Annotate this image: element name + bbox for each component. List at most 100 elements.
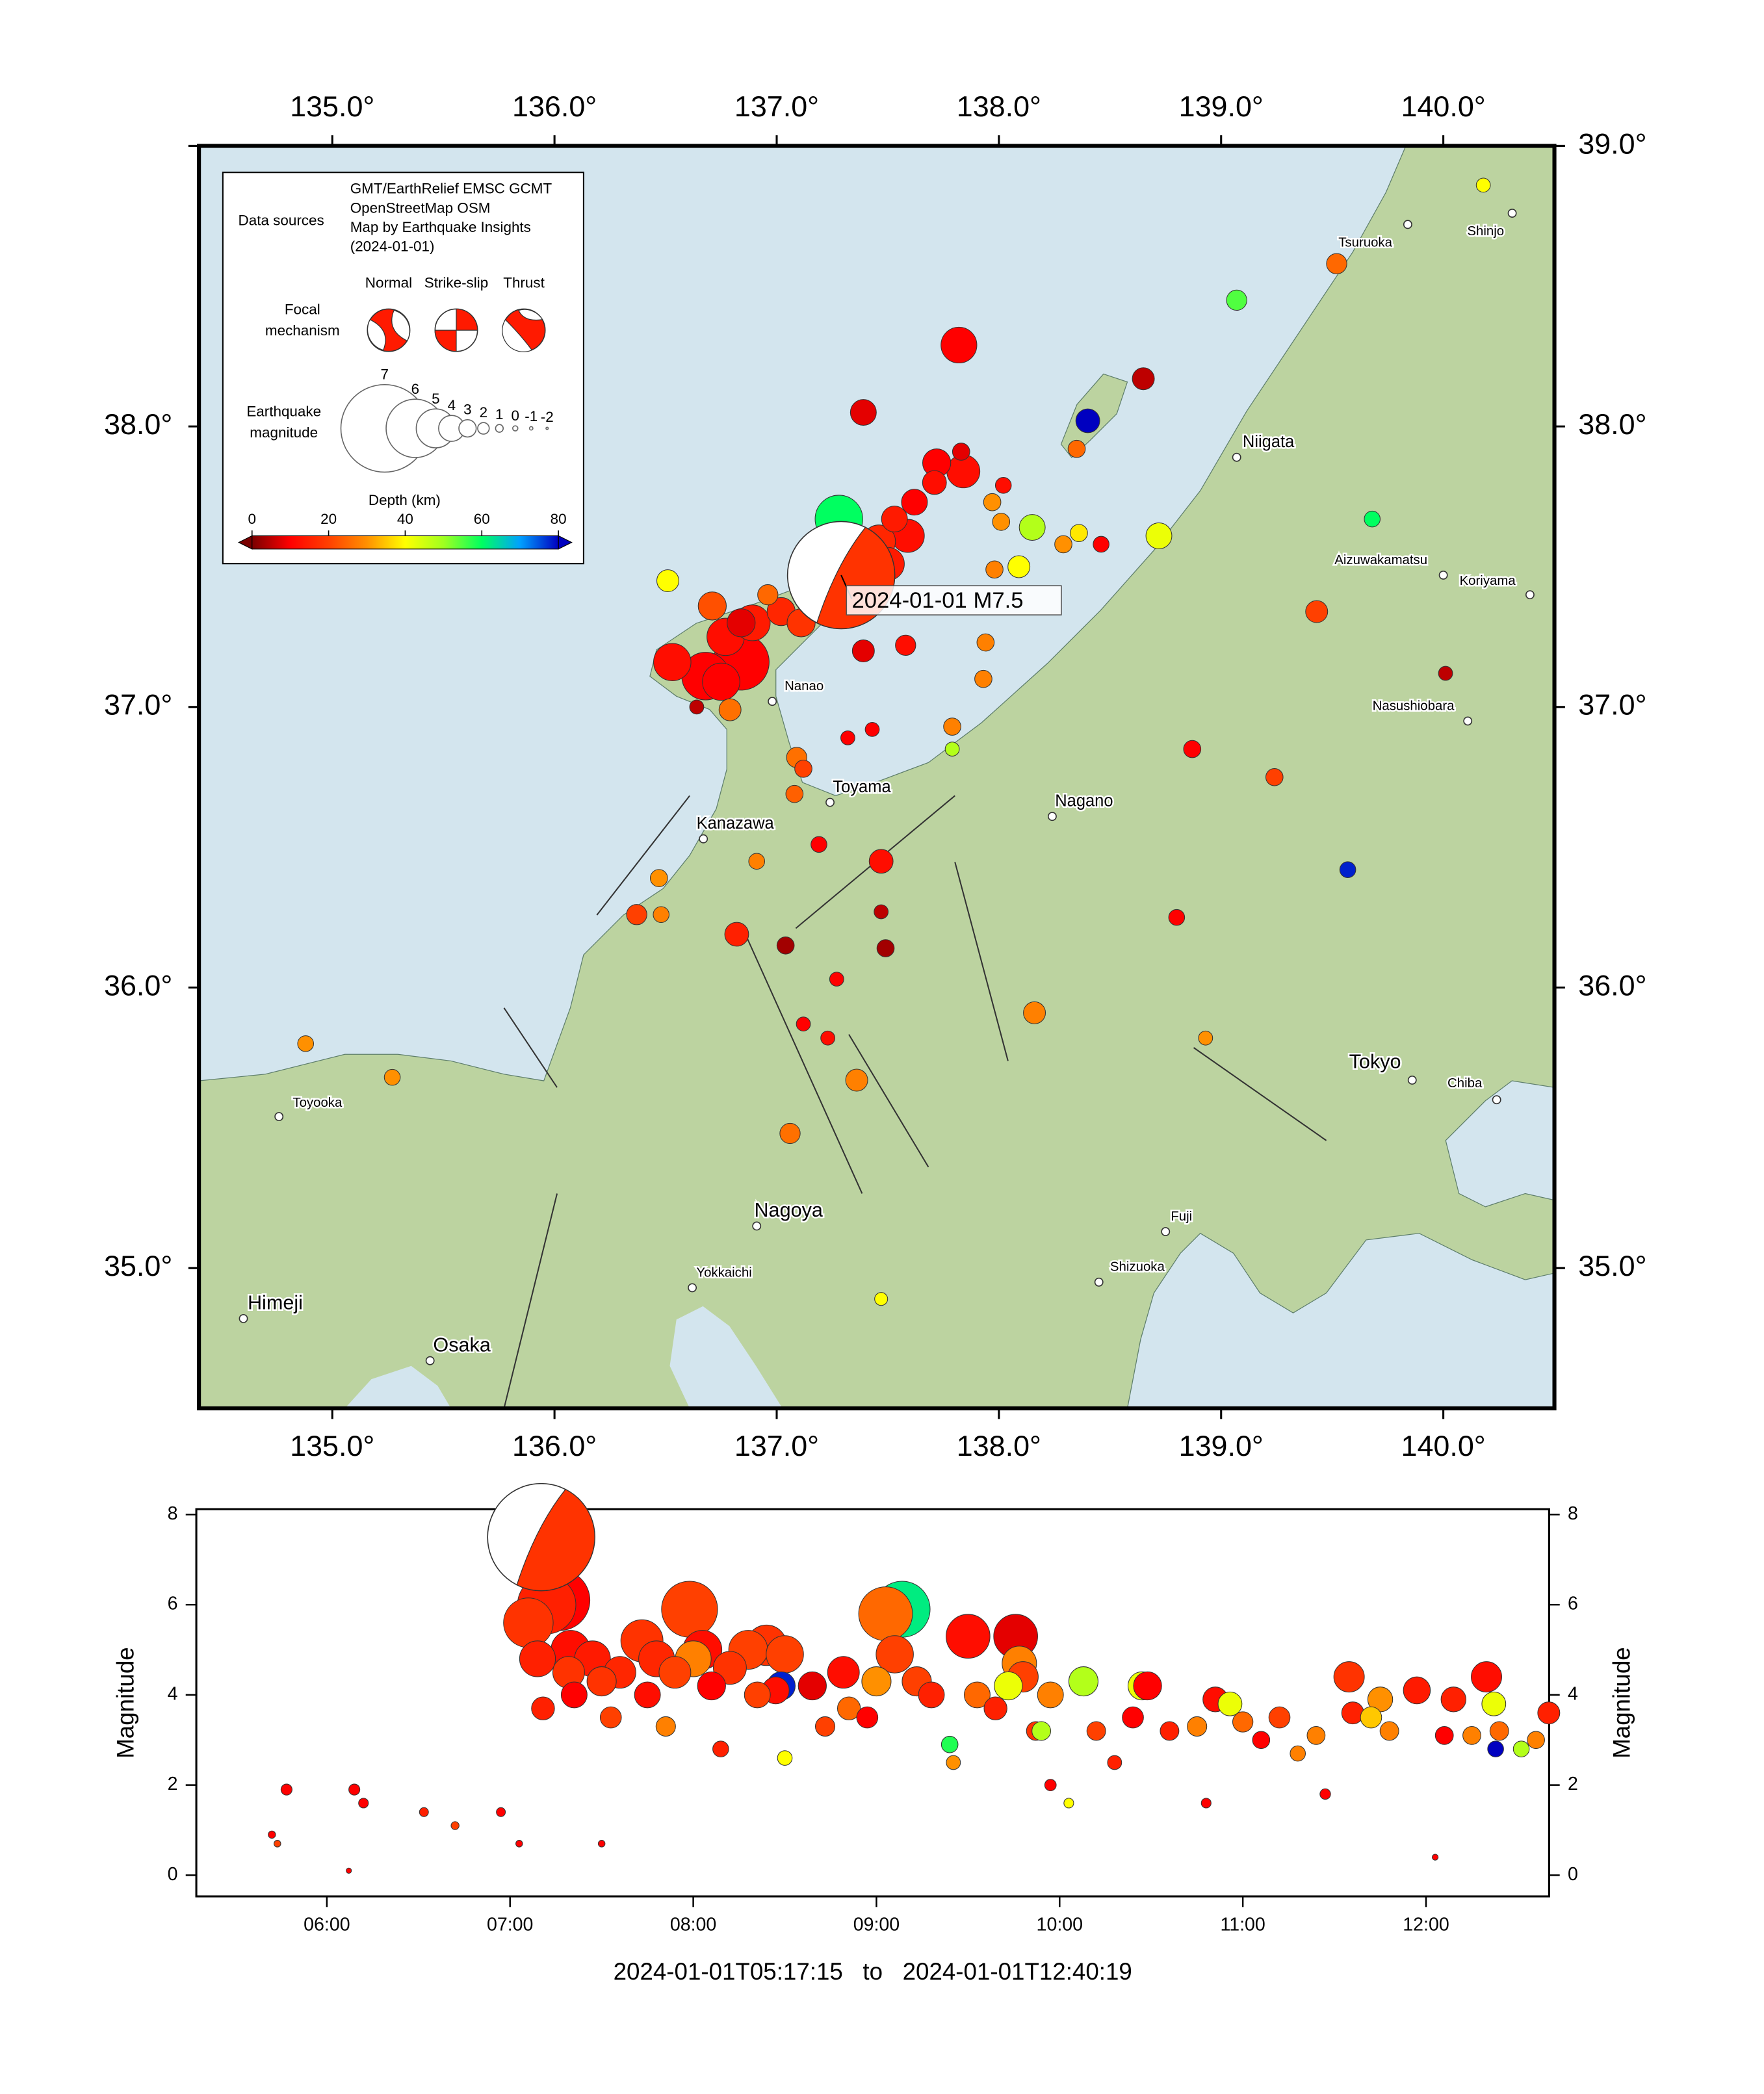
timeline-point [1319, 1788, 1331, 1800]
right-lat-label: 37.0° [1578, 688, 1646, 721]
city-label: Fuji [1171, 1209, 1192, 1224]
timeline-point [531, 1696, 555, 1720]
timeline-point [1431, 1854, 1439, 1861]
earthquake [992, 513, 1011, 531]
y-tick-label: 4 [1568, 1683, 1578, 1704]
land [199, 146, 1555, 1409]
earthquake [1364, 510, 1381, 528]
earthquake [689, 699, 705, 715]
timeline-point [712, 1740, 729, 1757]
earthquake [702, 662, 740, 701]
earthquake [922, 470, 947, 495]
timeline-point [1379, 1721, 1399, 1741]
earthquake [649, 869, 668, 887]
earthquake [1132, 367, 1155, 391]
magnitude-legend-circle [495, 424, 504, 433]
timeline-point [946, 1614, 991, 1659]
city-marker [1492, 1095, 1501, 1105]
earthquake [653, 906, 669, 924]
earthquake [1054, 535, 1072, 554]
earthquake [656, 569, 679, 593]
earthquake [727, 608, 756, 638]
magnitude-legend-label: 0 [512, 407, 519, 424]
timeline-point [1462, 1726, 1481, 1745]
timeline-point [1068, 1666, 1098, 1697]
magnitude-legend-label: 6 [411, 381, 419, 397]
earthquake [820, 1030, 835, 1046]
timeline-point [814, 1716, 836, 1737]
colorbar-tick-label: 60 [474, 511, 490, 527]
earthquake [724, 922, 749, 947]
bottom-lon-label: 135.0° [290, 1429, 374, 1462]
earthquake [940, 326, 978, 364]
magnitude-legend-circle [512, 425, 519, 432]
timeline-point [1037, 1681, 1064, 1709]
magnitude-legend-label: -1 [525, 408, 538, 424]
timeline-point [858, 1586, 913, 1641]
bottom-lon-label: 136.0° [512, 1429, 597, 1462]
timeline-point [777, 1750, 793, 1766]
timeline-point [983, 1696, 1007, 1720]
mainshock-mechanism [516, 1488, 595, 1592]
earthquake [779, 1122, 801, 1144]
timeline-point [358, 1798, 369, 1809]
timeline-point [1063, 1798, 1074, 1809]
earthquake [1067, 439, 1086, 458]
earthquake [718, 698, 742, 721]
earthquake [851, 640, 875, 662]
city-marker [1094, 1277, 1104, 1287]
timeline-point [861, 1666, 892, 1697]
city-marker [688, 1283, 697, 1293]
earthquake [943, 717, 961, 736]
right-lat-label: 38.0° [1578, 407, 1646, 441]
timeline-point [419, 1807, 429, 1817]
earthquake [776, 936, 795, 955]
legend-text: (2024-01-01) [350, 238, 435, 254]
city-label: Koriyama [1460, 574, 1516, 588]
right-lat-label: 35.0° [1578, 1249, 1646, 1282]
timeline-point [1217, 1691, 1243, 1716]
magnitude-legend-circle [528, 426, 534, 431]
timeline-point [994, 1671, 1023, 1701]
left-lat-label: 37.0° [104, 688, 172, 721]
timeline-point [1268, 1706, 1291, 1729]
earthquake [864, 721, 880, 737]
earthquake [874, 904, 889, 920]
earthquake [697, 591, 727, 621]
timeline-point [658, 1656, 692, 1689]
city-label: Toyama [833, 778, 891, 796]
legend-text: Focal [285, 301, 320, 317]
timeline-point [1527, 1731, 1545, 1750]
earthquake [1075, 408, 1100, 433]
timeline-point [1471, 1661, 1502, 1693]
bottom-lon-label: 140.0° [1401, 1429, 1485, 1462]
timeline-point [268, 1830, 276, 1839]
city-label: Shizuoka [1110, 1260, 1165, 1274]
earthquake [1226, 289, 1247, 311]
city-label: Nanao [785, 679, 824, 693]
left-lat-label: 38.0° [104, 407, 172, 441]
left-lat-label: 35.0° [104, 1249, 172, 1282]
timeline-point [1031, 1721, 1052, 1741]
legend-text: Strike-slip [424, 275, 489, 291]
timeline-point [280, 1783, 292, 1796]
top-lon-label: 138.0° [957, 90, 1041, 123]
earthquake [840, 730, 855, 745]
timeline-point [744, 1681, 771, 1709]
timeline-point [1133, 1671, 1162, 1701]
timeline-point [496, 1807, 506, 1817]
timeline-point [1440, 1687, 1466, 1713]
city-label: Tokyo [1349, 1051, 1401, 1073]
earthquake [794, 759, 812, 778]
x-tick-label: 10:00 [1037, 1914, 1083, 1935]
city-marker [752, 1221, 762, 1231]
city-marker [1463, 716, 1473, 726]
timeline-point [798, 1671, 827, 1701]
x-tick-label: 11:00 [1220, 1914, 1265, 1935]
focal-icon-part [434, 308, 478, 352]
focal-icon-part [367, 309, 410, 351]
earthquake [868, 849, 894, 874]
colorbar [252, 535, 559, 550]
city-label: Tsuruoka [1338, 235, 1392, 250]
timeline-point [1232, 1711, 1254, 1733]
